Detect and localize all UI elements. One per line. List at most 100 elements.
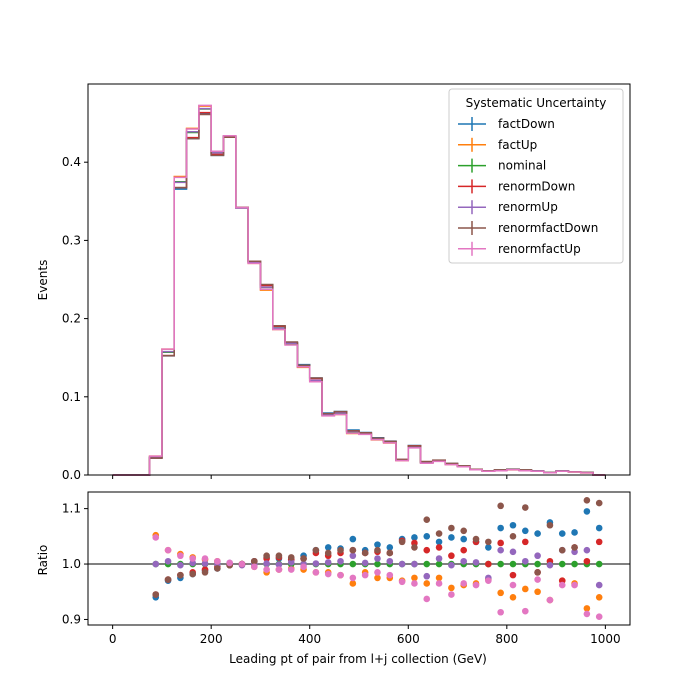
ratio-point bbox=[423, 580, 431, 587]
ratio-point bbox=[374, 546, 381, 554]
ratio-point bbox=[460, 527, 468, 535]
ratio-point bbox=[177, 561, 184, 569]
ratio-point bbox=[411, 574, 418, 582]
ratio-point bbox=[411, 544, 418, 551]
ratio-point bbox=[435, 555, 443, 562]
ratio-point bbox=[583, 508, 591, 515]
ratio-point bbox=[460, 535, 468, 543]
ratio-point bbox=[386, 557, 394, 565]
ratio-point bbox=[423, 533, 431, 540]
legend: Systematic Uncertainty factDown factUp nom… bbox=[448, 88, 624, 264]
bottom-x-tick-label: 800 bbox=[495, 632, 518, 646]
legend-entry-renormfactDown: renormfactDown bbox=[458, 221, 598, 235]
ratio-point bbox=[275, 552, 283, 560]
ratio-point bbox=[460, 546, 468, 554]
legend-entry-renormUp: renormUp bbox=[458, 200, 558, 215]
ratio-point bbox=[521, 585, 529, 593]
ratio-point bbox=[497, 589, 504, 597]
ratio-point bbox=[448, 534, 455, 541]
ratio-point bbox=[214, 557, 221, 565]
histogram-renormfactUp bbox=[112, 104, 606, 476]
ratio-point bbox=[287, 554, 295, 561]
ratio-point bbox=[287, 566, 295, 573]
ratio-point bbox=[546, 596, 554, 604]
ratio-point bbox=[349, 574, 357, 582]
ratio-point bbox=[300, 555, 307, 562]
ratio-point bbox=[546, 521, 554, 529]
top-y-tick-label: 0.1 bbox=[62, 390, 81, 404]
ratio-point bbox=[472, 559, 480, 566]
ratio-point bbox=[509, 581, 517, 589]
ratio-point bbox=[497, 560, 504, 568]
ratio-point bbox=[485, 560, 492, 568]
ratio-point bbox=[189, 570, 197, 578]
ratio-point bbox=[201, 555, 209, 562]
ratio-point bbox=[411, 580, 418, 587]
ratio-point bbox=[374, 569, 381, 576]
ratio-point bbox=[435, 544, 443, 551]
legend-entry-factUp: factUp bbox=[458, 137, 537, 152]
ratio-point bbox=[448, 591, 455, 598]
ratio-point bbox=[485, 538, 492, 546]
ratio-point bbox=[435, 560, 443, 568]
ratio-point bbox=[386, 571, 394, 579]
legend-entry-renormfactUp: renormfactUp bbox=[458, 241, 581, 256]
ratio-point bbox=[398, 538, 406, 546]
ratio-point bbox=[448, 552, 455, 560]
ratio-point bbox=[349, 552, 357, 560]
ratio-point bbox=[374, 555, 381, 562]
ratio-point bbox=[595, 499, 603, 507]
ratio-point bbox=[448, 561, 455, 569]
ratio-point bbox=[337, 557, 344, 565]
ratio-point bbox=[583, 557, 591, 565]
top-y-tick-label: 0.0 bbox=[62, 468, 81, 482]
ratio-point bbox=[349, 546, 357, 554]
ratio-point bbox=[263, 560, 270, 567]
ratio-point bbox=[509, 548, 517, 556]
ratio-point bbox=[497, 546, 504, 554]
ratio-point bbox=[509, 521, 517, 529]
ratio-point bbox=[435, 538, 443, 546]
ratio-point bbox=[189, 555, 197, 562]
ratio-point bbox=[164, 576, 172, 583]
ratio-point bbox=[571, 560, 578, 568]
ratio-point bbox=[448, 524, 455, 532]
ratio-point bbox=[152, 534, 160, 541]
top-panel: 0.0 0.1 0.2 0.3 0.4 Events Systematic Uncert… bbox=[36, 83, 631, 482]
top-y-tick-label: 0.2 bbox=[62, 312, 81, 326]
ratio-point bbox=[411, 560, 418, 568]
ratio-point bbox=[571, 529, 578, 536]
bottom-x-ticks: 0 200 400 600 800 1000 bbox=[109, 625, 621, 646]
ratio-point bbox=[595, 593, 603, 601]
legend-label: renormfactUp bbox=[498, 242, 581, 256]
ratio-point bbox=[250, 557, 258, 565]
ratio-point bbox=[509, 533, 517, 540]
top-plot-area bbox=[112, 104, 606, 476]
ratio-series-renormfactUp bbox=[152, 534, 603, 620]
ratio-point bbox=[423, 516, 431, 524]
ratio-point bbox=[595, 581, 603, 589]
ratio-point bbox=[546, 561, 554, 569]
ratio-point bbox=[485, 577, 492, 584]
ratio-point bbox=[287, 559, 295, 566]
ratio-point bbox=[177, 552, 184, 560]
ratio-point bbox=[583, 605, 591, 612]
ratio-point bbox=[337, 571, 344, 579]
ratio-point bbox=[275, 561, 283, 568]
ratio-point bbox=[177, 571, 184, 579]
ratio-point bbox=[558, 530, 566, 537]
ratio-point bbox=[337, 546, 344, 554]
ratio-point bbox=[595, 613, 603, 620]
ratio-point bbox=[398, 560, 406, 568]
ratio-point bbox=[509, 560, 517, 568]
ratio-point bbox=[152, 591, 160, 598]
top-x-ticks bbox=[112, 475, 606, 479]
ratio-point bbox=[423, 572, 431, 580]
legend-label: renormfactDown bbox=[498, 221, 598, 235]
ratio-point bbox=[386, 544, 394, 551]
top-y-tick-label: 0.4 bbox=[62, 155, 81, 169]
ratio-point bbox=[201, 569, 209, 576]
ratio-point bbox=[583, 546, 591, 554]
bottom-y-ticks: 0.9 1.0 1.1 bbox=[62, 502, 88, 626]
